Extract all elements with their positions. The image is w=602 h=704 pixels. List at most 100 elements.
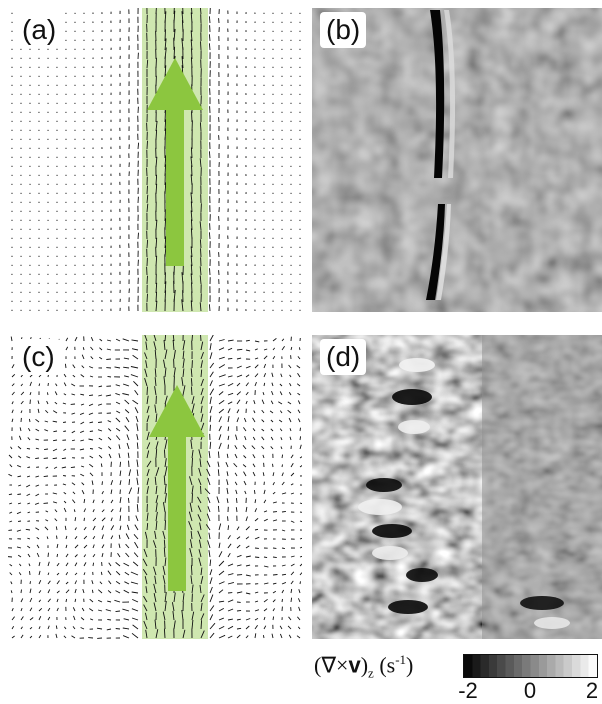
- velocity-vector: [245, 491, 246, 494]
- velocity-vector: [48, 608, 50, 611]
- velocity-vector: [125, 400, 129, 404]
- velocity-vector: [124, 619, 129, 620]
- velocity-vector: [228, 574, 233, 575]
- velocity-vector: [219, 618, 224, 620]
- velocity-vector: [255, 633, 256, 638]
- velocity-vector: [237, 358, 241, 359]
- velocity-vector: [219, 524, 221, 531]
- velocity-vector: [210, 560, 211, 567]
- velocity-vector: [272, 391, 274, 395]
- velocity-vector: [246, 392, 248, 395]
- velocity-vector: [264, 364, 266, 368]
- velocity-vector: [210, 595, 213, 602]
- velocity-vector: [255, 374, 258, 377]
- velocity-vector: [64, 374, 66, 377]
- velocity-vector: [291, 455, 293, 458]
- velocity-vector: [191, 148, 192, 159]
- velocity-vector: [111, 480, 113, 485]
- velocity-vector: [210, 425, 211, 431]
- velocity-vector: [228, 348, 232, 350]
- velocity-vector: [237, 628, 241, 629]
- velocity-vector: [102, 510, 104, 512]
- velocity-vector: [48, 553, 49, 557]
- velocity-vector: [99, 357, 102, 359]
- velocity-vector: [39, 608, 42, 611]
- velocity-vector: [227, 488, 228, 494]
- velocity-vector: [219, 608, 224, 611]
- velocity-vector: [135, 542, 139, 548]
- velocity-vector: [11, 582, 12, 585]
- velocity-vector: [235, 454, 237, 458]
- velocity-vector: [282, 482, 284, 485]
- velocity-vector: [54, 467, 57, 469]
- velocity-vector: [72, 483, 75, 485]
- velocity-vector: [244, 481, 246, 485]
- velocity-vector: [237, 366, 242, 368]
- velocity-vector: [123, 628, 129, 629]
- velocity-vector: [255, 358, 258, 359]
- velocity-vector: [218, 452, 219, 459]
- velocity-vector: [125, 426, 129, 431]
- velocity-vector: [237, 375, 242, 377]
- velocity-vector: [18, 521, 21, 522]
- velocity-vector: [289, 418, 291, 422]
- velocity-vector: [282, 473, 283, 476]
- velocity-vector: [191, 378, 192, 386]
- velocity-vector: [237, 565, 242, 566]
- velocity-vector: [48, 562, 49, 566]
- velocity-vector: [246, 507, 247, 512]
- velocity-vector: [98, 600, 102, 602]
- velocity-vector: [210, 614, 213, 620]
- velocity-vector: [210, 352, 212, 359]
- velocity-vector: [262, 446, 265, 449]
- velocity-vector: [133, 400, 139, 404]
- velocity-vector: [55, 510, 57, 513]
- velocity-vector: [107, 601, 111, 602]
- colorbar-title-unit: (s: [374, 652, 395, 677]
- velocity-vector: [39, 562, 40, 566]
- velocity-vector: [243, 445, 246, 449]
- velocity-vector: [123, 636, 129, 638]
- velocity-vector: [30, 618, 33, 621]
- velocity-vector: [29, 564, 30, 566]
- velocity-vector: [80, 413, 84, 415]
- velocity-vector: [228, 393, 233, 395]
- velocity-vector: [137, 434, 138, 440]
- velocity-vector: [80, 440, 84, 441]
- velocity-vector: [236, 498, 237, 503]
- velocity-vector: [132, 599, 138, 602]
- velocity-vector: [136, 516, 138, 522]
- velocity-vector: [124, 563, 130, 566]
- velocity-vector: [55, 391, 57, 395]
- velocity-vector: [219, 400, 224, 404]
- velocity-vector: [17, 547, 21, 548]
- velocity-vector: [156, 292, 157, 302]
- velocity-vector: [63, 403, 66, 404]
- velocity-vector: [98, 590, 102, 593]
- velocity-vector: [282, 548, 285, 549]
- velocity-vector: [210, 335, 213, 341]
- velocity-vector: [108, 571, 111, 575]
- velocity-vector: [80, 474, 84, 476]
- velocity-vector: [262, 429, 264, 431]
- velocity-vector: [19, 564, 21, 566]
- velocity-vector: [255, 508, 257, 512]
- velocity-vector: [27, 538, 30, 539]
- velocity-vector: [280, 391, 282, 395]
- velocity-vector: [300, 556, 302, 557]
- velocity-vector: [82, 355, 84, 359]
- velocity-vector: [280, 634, 282, 638]
- velocity-vector: [297, 617, 300, 620]
- velocity-vector: [99, 438, 102, 440]
- velocity-vector: [91, 356, 93, 359]
- velocity-vector: [28, 512, 30, 513]
- velocity-vector: [272, 373, 273, 377]
- velocity-vector: [246, 593, 250, 594]
- velocity-vector: [9, 503, 12, 504]
- velocity-vector: [209, 34, 210, 41]
- velocity-vector: [210, 380, 213, 386]
- velocity-vector: [298, 393, 301, 395]
- velocity-vector: [253, 428, 255, 431]
- velocity-vector: [57, 599, 58, 602]
- velocity-field-c: [8, 335, 302, 639]
